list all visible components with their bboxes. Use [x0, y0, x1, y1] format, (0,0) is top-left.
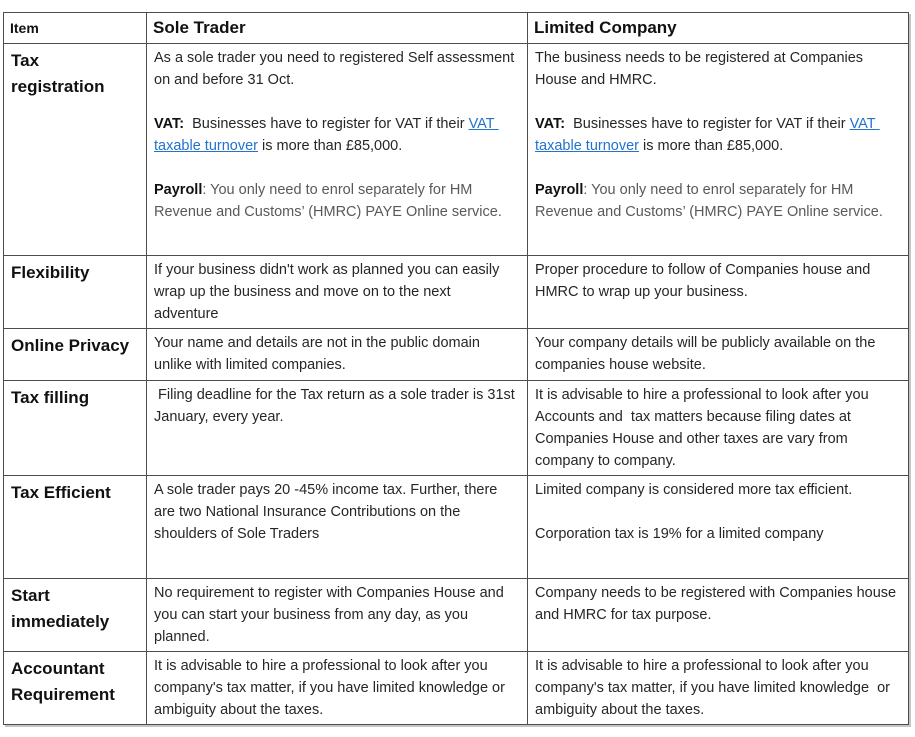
- paragraph: Payroll: You only need to enrol separate…: [535, 179, 900, 223]
- paragraph: Your company details will be publicly av…: [535, 335, 880, 373]
- paragraph: [535, 157, 900, 179]
- item-cell: Accountant Requirement: [3, 651, 147, 725]
- table-row: Start immediately No requirement to regis…: [3, 578, 909, 652]
- paragraph: No requirement to register with Companie…: [154, 585, 508, 645]
- paragraph: Payroll: You only need to enrol separate…: [154, 179, 519, 223]
- sole-trader-cell: Your name and details are not in the pub…: [146, 328, 528, 381]
- paragraph: [154, 91, 519, 113]
- limited-company-cell: Proper procedure to follow of Companies …: [527, 255, 909, 329]
- header-row: Item Sole Trader Limited Company: [3, 12, 909, 44]
- limited-company-cell: It is advisable to hire a professional t…: [527, 380, 909, 476]
- item-cell: Online Privacy: [3, 328, 147, 381]
- bold-label: Payroll: [154, 182, 203, 198]
- paragraph: VAT: Businesses have to register for VAT…: [154, 113, 519, 157]
- vat-taxable-turnover-link[interactable]: VAT taxable turnover: [535, 116, 880, 154]
- text-segment: Businesses have to register for VAT if t…: [565, 116, 850, 132]
- table-row: Tax Efficient A sole trader pays 20 -45% …: [3, 475, 909, 579]
- column-header-item: Item: [3, 12, 147, 44]
- paragraph: Your name and details are not in the pub…: [154, 335, 484, 373]
- table-row: Tax filling Filing deadline for the Tax …: [3, 380, 909, 476]
- table-row: Flexibility If your business didn't work …: [3, 255, 909, 329]
- sole-trader-cell: Filing deadline for the Tax return as a …: [146, 380, 528, 476]
- paragraph: Proper procedure to follow of Companies …: [535, 262, 875, 300]
- item-cell: Start immediately: [3, 578, 147, 652]
- item-cell: Flexibility: [3, 255, 147, 329]
- limited-company-cell: Your company details will be publicly av…: [527, 328, 909, 381]
- text-segment: is more than £85,000.: [638, 138, 784, 154]
- table-row: Accountant Requirement It is advisable to…: [3, 651, 909, 725]
- paragraph: If your business didn't work as planned …: [154, 262, 504, 322]
- paragraph: It is advisable to hire a professional t…: [535, 658, 894, 718]
- paragraph: [535, 501, 900, 523]
- text-segment: is more than £85,000.: [257, 138, 403, 154]
- bold-label: VAT:: [535, 116, 566, 132]
- sole-trader-cell: It is advisable to hire a professional t…: [146, 651, 528, 725]
- paragraph: [535, 91, 900, 113]
- paragraph: Corporation tax is 19% for a limited com…: [535, 526, 824, 542]
- item-cell: Tax Efficient: [3, 475, 147, 579]
- paragraph: It is advisable to hire a professional t…: [535, 387, 872, 469]
- comparison-table: Item Sole Trader Limited Company Tax reg…: [3, 12, 909, 725]
- paragraph: A sole trader pays 20 -45% income tax. F…: [154, 482, 502, 542]
- table-header: Item Sole Trader Limited Company: [3, 12, 909, 44]
- vat-taxable-turnover-link[interactable]: VAT taxable turnover: [154, 116, 499, 154]
- limited-company-cell: Limited company is considered more tax e…: [527, 475, 909, 579]
- table-body: Tax registration As a sole trader you nee…: [3, 43, 909, 725]
- item-cell: Tax filling: [3, 380, 147, 476]
- bold-label: Payroll: [535, 182, 584, 198]
- text-segment: Businesses have to register for VAT if t…: [184, 116, 469, 132]
- limited-company-cell: It is advisable to hire a professional t…: [527, 651, 909, 725]
- column-header-limited-company: Limited Company: [527, 12, 909, 44]
- limited-company-cell: Company needs to be registered with Comp…: [527, 578, 909, 652]
- paragraph: Company needs to be registered with Comp…: [535, 585, 901, 623]
- paragraph: Filing deadline for the Tax return as a …: [154, 387, 519, 425]
- table-row: Tax registration As a sole trader you nee…: [3, 43, 909, 256]
- sole-trader-cell: No requirement to register with Companie…: [146, 578, 528, 652]
- item-cell: Tax registration: [3, 43, 147, 256]
- text-segment: : You only need to enrol separately for …: [535, 182, 883, 220]
- limited-company-cell: The business needs to be registered at C…: [527, 43, 909, 256]
- sole-trader-cell: As a sole trader you need to registered …: [146, 43, 528, 256]
- paragraph: As a sole trader you need to registered …: [154, 50, 519, 88]
- table-row: Online Privacy Your name and details are …: [3, 328, 909, 381]
- sole-trader-cell: A sole trader pays 20 -45% income tax. F…: [146, 475, 528, 579]
- paragraph: Limited company is considered more tax e…: [535, 482, 853, 498]
- paragraph: The business needs to be registered at C…: [535, 50, 868, 88]
- bold-label: VAT:: [154, 116, 185, 132]
- text-segment: : You only need to enrol separately for …: [154, 182, 502, 220]
- paragraph: VAT: Businesses have to register for VAT…: [535, 113, 900, 157]
- paragraph: [154, 157, 519, 179]
- sole-trader-cell: If your business didn't work as planned …: [146, 255, 528, 329]
- paragraph: It is advisable to hire a professional t…: [154, 658, 509, 718]
- column-header-sole-trader: Sole Trader: [146, 12, 528, 44]
